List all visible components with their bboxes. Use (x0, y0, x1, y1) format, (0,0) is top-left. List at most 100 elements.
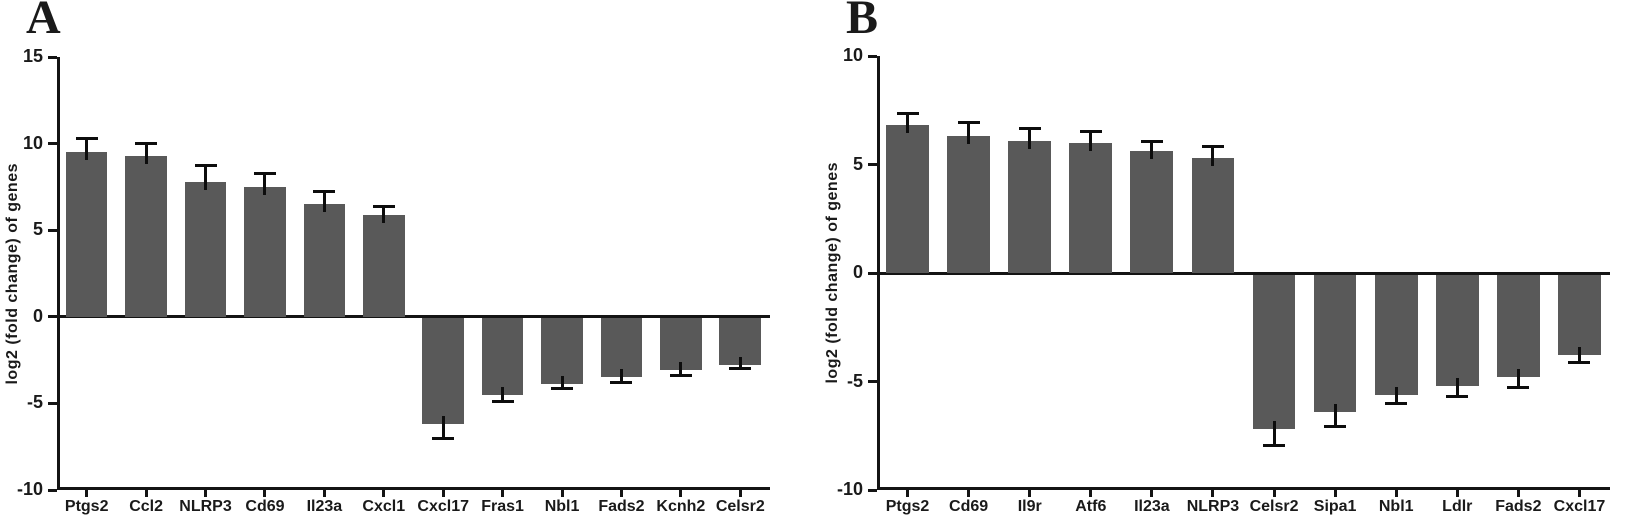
y-axis-line (57, 57, 60, 490)
error-bar-cap (729, 367, 752, 371)
error-bar-cap (1446, 394, 1469, 398)
x-tick-label: Fads2 (1495, 498, 1542, 515)
error-bar-cap (194, 164, 217, 168)
error-bar-cap (75, 136, 98, 140)
error-bar-stem (501, 386, 505, 404)
bar (1130, 151, 1174, 273)
bar (886, 125, 929, 273)
error-bar-cap (1385, 402, 1408, 406)
y-tick-label: 15 (22, 46, 43, 66)
bar (1313, 274, 1357, 412)
error-bar-cap (432, 436, 455, 440)
panel-label: B (846, 0, 879, 44)
x-tick (738, 490, 742, 497)
y-tick-label: -10 (16, 479, 43, 499)
x-axis-line (57, 487, 770, 490)
bar (947, 136, 990, 273)
error-bar-cap (1324, 425, 1347, 429)
x-tick-label: Ldlr (1442, 498, 1473, 515)
bar (1496, 274, 1540, 378)
x-tick (1333, 490, 1337, 497)
x-tick (560, 490, 564, 497)
error-bar-stem (738, 357, 742, 371)
x-tick (1455, 490, 1459, 497)
error-bar-cap (896, 112, 919, 116)
bar (660, 318, 702, 371)
y-tick-label: 0 (852, 262, 863, 282)
error-bar-cap (1140, 139, 1163, 143)
x-tick-label: Ccl2 (129, 498, 163, 515)
y-axis-label: log2 (fold change) of genes (4, 162, 21, 385)
y-tick (48, 142, 57, 146)
x-tick-label: Atf6 (1075, 498, 1107, 515)
error-bar-cap (372, 205, 395, 209)
error-bar-cap (135, 141, 158, 145)
error-bar-stem (382, 205, 386, 223)
x-tick-label: Cxcl17 (1553, 498, 1606, 515)
x-tick-label: Il23a (306, 498, 343, 515)
error-bar-stem (322, 190, 326, 213)
error-bar-stem (1577, 347, 1581, 365)
error-bar-stem (619, 369, 623, 385)
error-bar-cap (491, 400, 514, 404)
error-bar-cap (253, 172, 276, 176)
bar (244, 186, 286, 317)
x-tick (144, 490, 148, 497)
bar (303, 204, 346, 317)
x-tick-label: Celsr2 (715, 498, 765, 515)
x-tick-label: Ptgs2 (885, 498, 930, 515)
bar (1374, 274, 1418, 395)
y-tick (48, 401, 57, 405)
plot-area: 10 5 0 -5 -10 Ptgs2 Cd69 Il9r Atf6 Il23a NLRP3 Cels… (837, 45, 1610, 515)
y-axis-label-wrap: log2 (fold change) of genes (2, 57, 24, 490)
y-tick-label: 5 (32, 219, 43, 240)
x-tick (1272, 490, 1276, 497)
error-bar-cap (1201, 144, 1224, 148)
error-bar-stem (204, 164, 208, 190)
y-tick (868, 54, 877, 58)
panel-label: A (26, 0, 61, 44)
bar (1252, 274, 1296, 430)
y-tick-label: 10 (842, 45, 863, 65)
x-tick-label: Sipa1 (1313, 498, 1357, 515)
plot-area: 15 10 5 0 -5 -10 Ptgs2 Ccl2 NLRP3 Cd69 Il23a Cxcl1 C… (17, 46, 770, 515)
error-bar-cap (610, 381, 633, 385)
x-tick-label: Nbl1 (544, 498, 580, 515)
error-bar-cap (551, 387, 574, 391)
y-tick-label: -5 (26, 392, 43, 413)
error-bar-stem (1272, 421, 1276, 447)
x-tick-label: Il23a (1134, 498, 1170, 515)
x-tick-label: Cd69 (949, 498, 989, 515)
x-tick-label: NLRP3 (179, 498, 232, 515)
x-tick (322, 490, 326, 497)
error-bar-cap (1263, 443, 1286, 447)
x-tick-label: Fads2 (598, 498, 645, 515)
x-tick-label: Il9r (1017, 498, 1042, 515)
error-bar-stem (1028, 126, 1032, 149)
y-tick (48, 488, 57, 492)
x-tick-label: Kcnh2 (656, 498, 706, 515)
error-bar-stem (1455, 377, 1459, 398)
bar (125, 155, 167, 317)
x-tick-label: Celsr2 (1249, 498, 1299, 515)
x-tick (1089, 490, 1093, 497)
x-tick (1516, 490, 1520, 497)
y-tick-label: -10 (836, 479, 863, 499)
x-tick (1150, 490, 1154, 497)
bar (481, 318, 524, 395)
error-bar-cap (313, 190, 336, 194)
x-tick (619, 490, 623, 497)
error-bar-stem (679, 362, 683, 377)
x-tick (967, 490, 971, 497)
bar (1435, 274, 1479, 386)
error-bar-stem (967, 121, 971, 145)
error-bar-stem (263, 172, 267, 195)
x-tick (906, 490, 910, 497)
x-tick-label: Cxcl1 (362, 498, 406, 515)
x-tick-label: NLRP3 (1186, 498, 1240, 515)
error-bar-stem (441, 416, 445, 440)
y-tick (868, 380, 877, 383)
error-bar-stem (1089, 129, 1093, 151)
y-tick-label: 10 (22, 132, 43, 153)
